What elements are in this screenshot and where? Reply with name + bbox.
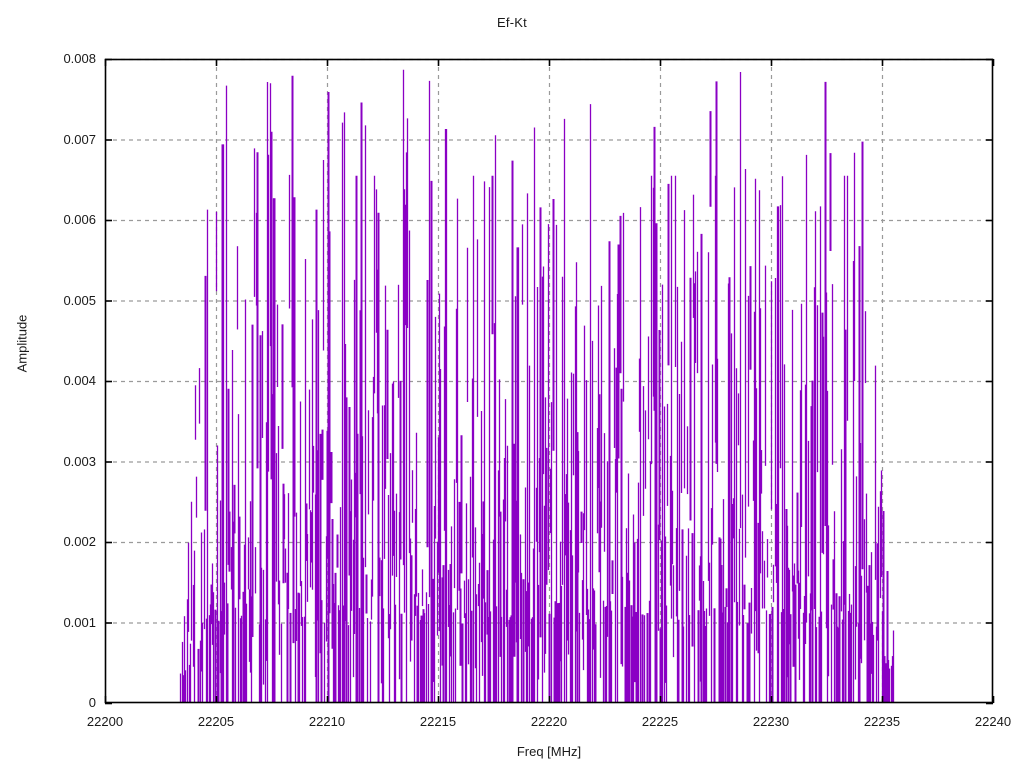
- y-tick-label: 0.006: [63, 212, 96, 227]
- chart-title: Ef-Kt: [497, 15, 527, 30]
- y-tick-label: 0.001: [63, 614, 96, 630]
- x-tick-label: 22205: [197, 714, 235, 729]
- x-tick-label: 22220: [530, 714, 568, 729]
- x-tick-label: 22240: [974, 714, 1012, 729]
- y-tick-label: 0.007: [63, 131, 96, 147]
- x-tick-label: 22225: [641, 714, 679, 729]
- x-tick-label: 22210: [308, 714, 346, 729]
- y-tick-label: 0.003: [63, 453, 96, 469]
- y-tick-label: 0.002: [63, 534, 96, 549]
- x-tick-label: 22200: [86, 714, 124, 729]
- x-tick-label: 22235: [863, 714, 901, 729]
- x-tick-label: 22215: [419, 714, 457, 729]
- y-tick-label: 0.005: [63, 292, 96, 308]
- y-tick-label: 0.008: [63, 51, 96, 66]
- y-tick-label: 0: [88, 695, 96, 710]
- y-tick-label: 0.004: [63, 373, 96, 388]
- plot-border: [104, 58, 994, 704]
- data-series-impulses: [179, 69, 895, 703]
- x-axis-label: Freq [MHz]: [516, 744, 582, 759]
- x-tick-label: 22230: [752, 714, 790, 729]
